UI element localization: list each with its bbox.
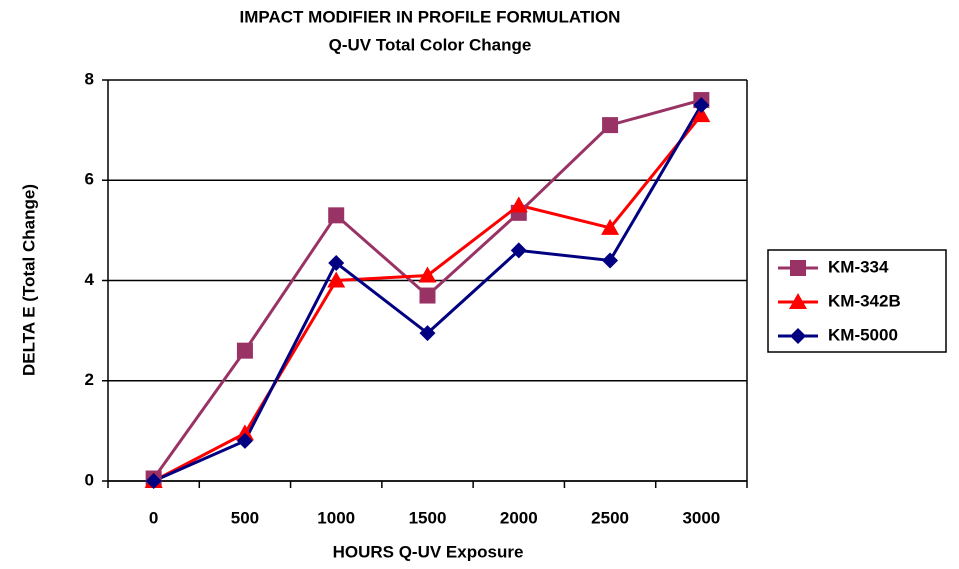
x-tick-label: 1500 bbox=[409, 508, 447, 527]
marker bbox=[601, 218, 620, 235]
marker bbox=[693, 97, 710, 114]
legend-label: KM-342B bbox=[828, 291, 901, 310]
y-tick-label: 4 bbox=[85, 270, 95, 289]
marker bbox=[418, 266, 437, 283]
x-axis-label: HOURS Q-UV Exposure bbox=[333, 542, 524, 561]
legend-label: KM-5000 bbox=[828, 325, 898, 344]
chart-subtitle: Q-UV Total Color Change bbox=[329, 35, 532, 54]
marker bbox=[236, 432, 253, 449]
y-tick-label: 2 bbox=[85, 370, 94, 389]
marker bbox=[602, 117, 619, 134]
marker bbox=[510, 242, 527, 259]
x-tick-label: 3000 bbox=[682, 508, 720, 527]
marker bbox=[235, 424, 254, 441]
marker bbox=[692, 106, 711, 123]
marker bbox=[790, 260, 806, 276]
marker bbox=[419, 287, 436, 304]
y-tick-label: 6 bbox=[85, 170, 94, 189]
y-tick-label: 8 bbox=[85, 69, 94, 88]
chart-title: IMPACT MODIFIER IN PROFILE FORMULATION bbox=[240, 7, 621, 26]
marker bbox=[509, 196, 528, 213]
y-axis-label: DELTA E (Total Change) bbox=[19, 184, 38, 376]
marker bbox=[328, 254, 345, 271]
marker bbox=[236, 342, 253, 359]
marker bbox=[602, 252, 619, 269]
marker bbox=[790, 328, 806, 344]
x-tick-label: 0 bbox=[149, 508, 158, 527]
y-tick-label: 0 bbox=[85, 470, 94, 489]
x-tick-label: 1000 bbox=[317, 508, 355, 527]
marker bbox=[419, 325, 436, 342]
marker bbox=[145, 473, 162, 489]
x-tick-label: 500 bbox=[231, 508, 259, 527]
marker bbox=[328, 207, 345, 224]
marker bbox=[789, 293, 807, 309]
marker bbox=[327, 271, 346, 288]
x-tick-label: 2000 bbox=[500, 508, 538, 527]
x-tick-label: 2500 bbox=[591, 508, 629, 527]
legend-label: KM-334 bbox=[828, 257, 889, 276]
